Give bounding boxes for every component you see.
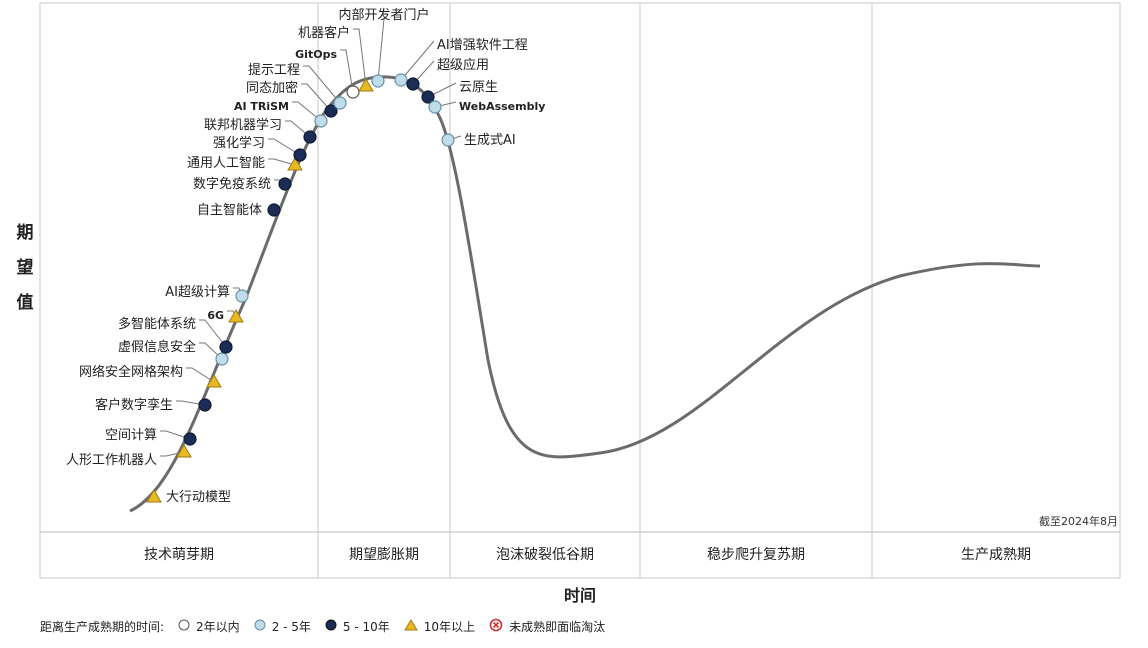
leader-line [160,430,191,440]
point-label: 强化学习 [213,135,265,151]
point-marker [267,203,281,217]
point-label: 大行动模型 [166,490,231,505]
point-label: 虚假信息安全 [118,339,196,355]
point-marker [441,133,455,147]
leader-line [292,101,322,122]
phase-label: 稳步爬升复苏期 [707,546,805,563]
point-marker [146,489,162,503]
plot-frame [39,2,1121,579]
leader-line [176,400,206,406]
point-label: 网络安全网格架构 [79,364,183,380]
point-marker [394,73,408,87]
point-marker [303,130,317,144]
leader-line [377,18,385,82]
point-marker [406,77,420,91]
point-marker [176,444,192,458]
point-label: AI TRiSM [234,100,289,113]
leader-line [303,65,341,104]
point-label: 超级应用 [437,57,489,73]
leader-line [353,28,367,87]
point-marker [421,90,435,104]
y-axis-label: 期望值 [16,223,34,313]
point-marker [219,340,233,354]
legend-2to5-label: 2 - 5年 [271,620,311,634]
leader-line [160,451,185,457]
point-label: 数字免疫系统 [193,176,271,192]
point-marker [324,104,338,118]
point-marker [346,85,360,99]
point-marker [235,289,249,303]
point-label: 空间计算 [105,428,157,443]
leader-line [340,49,354,93]
legend-obsolete-icon [489,618,503,635]
leader-line [301,83,332,112]
point-label: WebAssembly [459,100,545,113]
leader-line [186,367,215,383]
legend-triangle-icon [403,619,418,634]
point-marker [206,374,222,388]
point-marker [371,74,385,88]
legend-circle-light-icon [254,619,266,634]
x-axis-label: 时间 [564,586,596,605]
point-marker [198,398,212,412]
point-label: 生成式AI [464,133,516,148]
point-label: 通用人工智能 [187,156,265,171]
phase-label: 期望膨胀期 [349,546,419,563]
phase-label: 泡沫破裂低谷期 [496,547,594,563]
point-marker [228,309,244,323]
point-label: 自主智能体 [197,203,262,218]
point-label: 提示工程 [248,62,300,78]
leader-line [285,120,311,138]
leader-line [199,319,227,348]
point-marker [293,148,307,162]
point-label: 客户数字孪生 [95,397,173,413]
point-marker [215,352,229,366]
phase-label: 技术萌芽期 [144,547,214,563]
leader-line [400,40,435,81]
point-label: AI超级计算 [165,285,230,300]
point-marker [287,157,303,171]
leader-line [268,138,301,156]
point-marker [314,114,328,128]
legend-gt10-label: 10年以上 [423,620,476,634]
point-label: 多智能体系统 [118,316,196,332]
as-of-date: 截至2024年8月 [1039,514,1118,528]
point-label: GitOps [295,48,337,61]
legend-title: 距离生产成熟期的时间: [40,620,165,634]
point-label: 机器客户 [298,25,350,41]
point-label: AI增强软件工程 [437,38,528,53]
legend-5to10-label: 5 - 10年 [342,620,390,634]
point-marker [358,78,374,92]
point-label: 云原生 [459,80,498,95]
point-marker [278,177,292,191]
hype-curve [129,75,1041,513]
point-marker [333,96,347,110]
legend-obsolete-label: 未成熟即面临淘汰 [509,620,606,634]
leader-line [199,342,223,360]
legend: 距离生产成熟期的时间: 2年以内 2 - 5年 5 - 10年 10年以上 未成… [40,618,605,635]
leader-line [268,158,296,166]
point-label: 联邦机器学习 [204,117,282,133]
point-marker [428,100,442,114]
legend-circle-dark-icon [325,619,337,634]
legend-lt2-label: 2年以内 [196,620,240,634]
point-label: 6G [207,309,224,322]
legend-circle-white-icon [178,619,190,634]
point-marker [183,432,197,446]
point-label: 同态加密 [246,80,298,96]
phase-label: 生产成熟期 [961,547,1031,563]
point-label: 内部开发者门户 [338,7,429,23]
point-label: 人形工作机器人 [66,453,157,468]
